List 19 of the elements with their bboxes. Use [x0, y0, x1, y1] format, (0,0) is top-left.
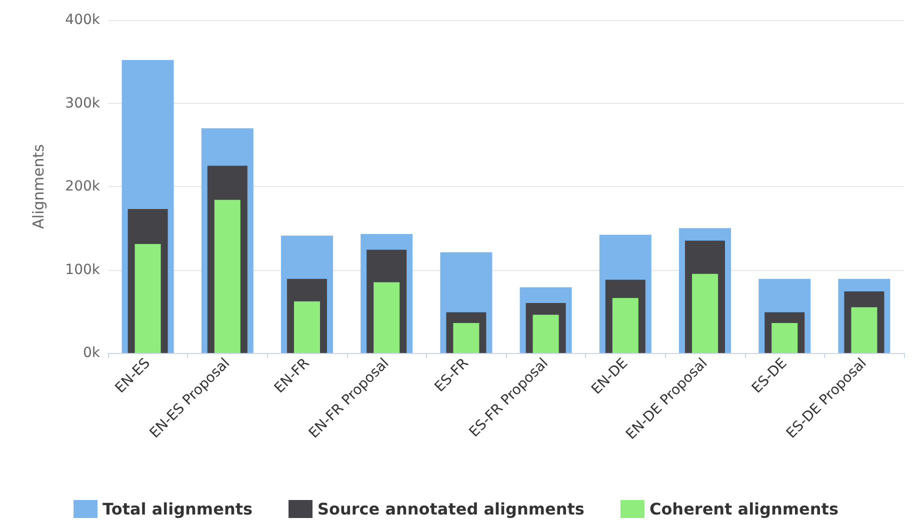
bar — [532, 314, 559, 353]
bar — [214, 200, 240, 353]
bar — [772, 323, 798, 353]
bar — [294, 301, 320, 353]
y-axis-title: Alignments — [30, 144, 48, 229]
legend-label: Total alignments — [102, 500, 253, 518]
y-tick-label: 200k — [65, 178, 101, 194]
bar — [374, 282, 400, 353]
y-tick-label: 300k — [65, 95, 101, 112]
y-tick-label: 0k — [82, 345, 101, 361]
bar — [692, 274, 718, 353]
bar — [134, 244, 161, 353]
bar — [453, 323, 480, 353]
bar — [612, 298, 638, 353]
y-tick-label: 400k — [65, 12, 101, 28]
legend-label: Source annotated alignments — [318, 500, 584, 518]
y-tick-label: 100k — [65, 262, 101, 278]
bar — [851, 307, 878, 353]
legend-label: Coherent alignments — [649, 500, 838, 518]
